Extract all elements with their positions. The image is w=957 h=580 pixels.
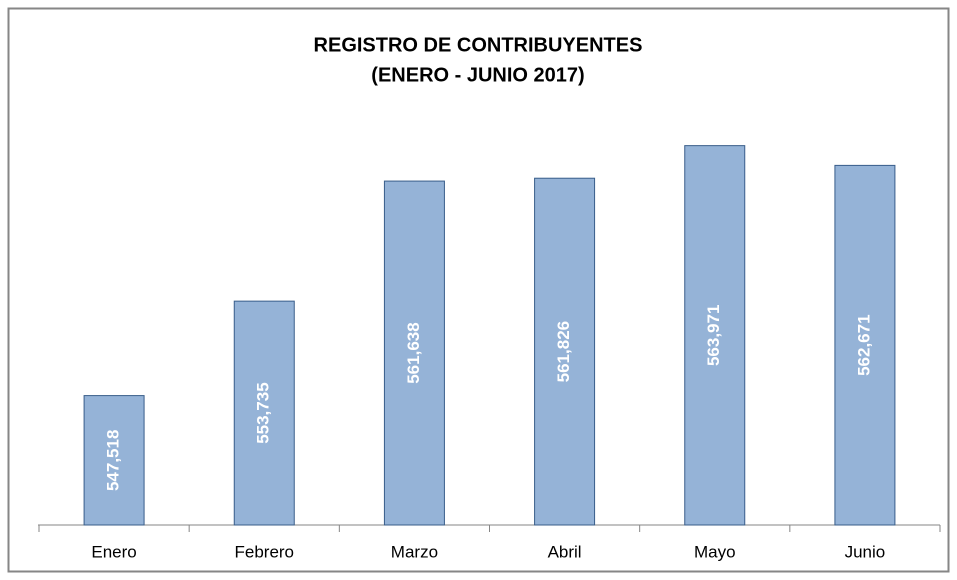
bar: [233, 300, 295, 526]
chart-frame: [7, 7, 950, 573]
value-label: 562,671: [854, 314, 873, 375]
bar: [83, 395, 145, 526]
x-tick-label: Marzo: [391, 542, 438, 561]
bar: [383, 180, 445, 526]
bar: [534, 177, 596, 526]
bar: [684, 145, 746, 526]
value-label: 561,638: [404, 322, 423, 383]
value-label: 563,971: [704, 305, 723, 366]
bar: [834, 164, 896, 526]
x-tick-label: Junio: [845, 542, 886, 561]
value-label: 547,518: [104, 430, 123, 491]
x-tick-label: Febrero: [234, 542, 294, 561]
x-tick-label: Enero: [91, 542, 136, 561]
chart-subtitle: (ENERO - JUNIO 2017): [371, 64, 584, 86]
value-label: 561,826: [554, 321, 573, 382]
x-tick-label: Abril: [548, 542, 582, 561]
value-label: 553,735: [254, 382, 273, 443]
x-tick-label: Mayo: [694, 542, 736, 561]
chart-title: REGISTRO DE CONTRIBUYENTES: [314, 34, 643, 56]
